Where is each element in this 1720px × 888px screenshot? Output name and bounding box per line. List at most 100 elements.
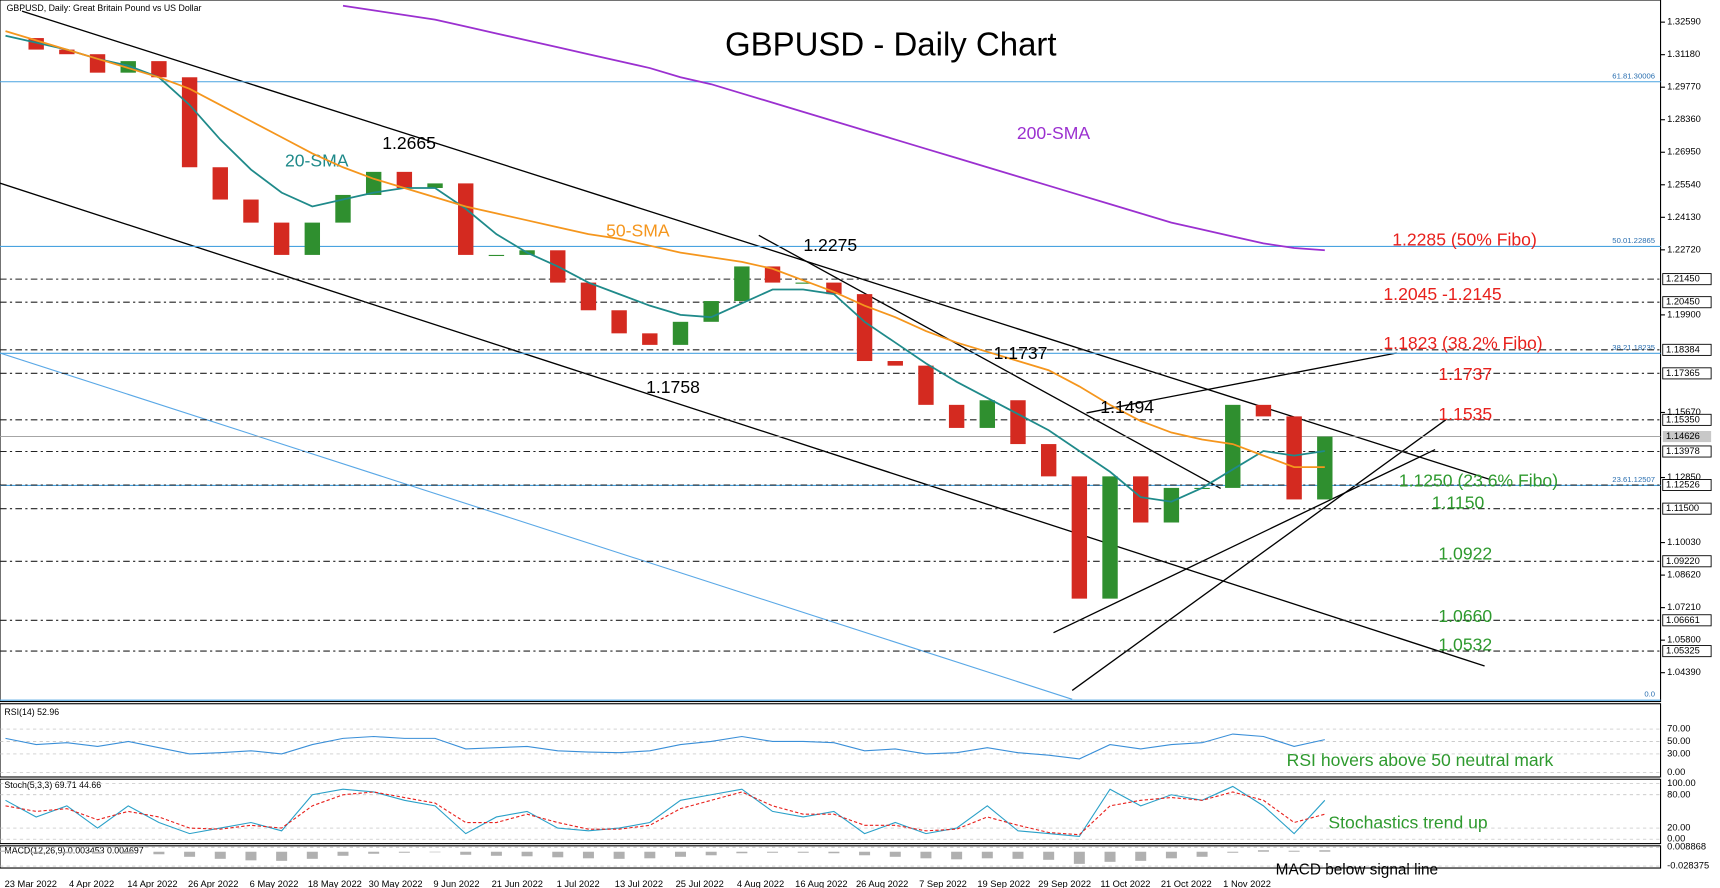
macd-bar <box>674 851 686 857</box>
level-tag-box <box>1662 555 1712 568</box>
sma-line <box>5 30 1325 469</box>
trendline <box>21 10 1491 481</box>
macd-bar <box>521 851 533 857</box>
candle <box>1133 476 1149 523</box>
x-tick-label: 26 Aug 2022 <box>856 878 908 888</box>
macd-bar <box>337 851 349 856</box>
candle <box>427 183 443 189</box>
macd-panel <box>0 845 1662 869</box>
trendline <box>1071 419 1447 691</box>
fibo-label: 38.21.18235 <box>1612 343 1655 352</box>
candle <box>734 266 750 302</box>
level-tag-box <box>1662 614 1712 627</box>
level-tag-box <box>1662 502 1712 515</box>
sma-line <box>342 4 1325 252</box>
macd-bar <box>859 851 871 856</box>
chart-title: GBPUSD - Daily Chart <box>725 26 1057 63</box>
level-tag-box <box>1662 343 1712 356</box>
rsi-note: RSI hovers above 50 neutral mark <box>1287 750 1554 770</box>
macd-bar <box>552 851 564 858</box>
level-tag: 1.09220 <box>1666 555 1700 566</box>
indicator-tick-label: 70.00 <box>1667 723 1690 734</box>
macd-bar <box>0 850 11 852</box>
trendline <box>1086 352 1397 414</box>
macd-bar <box>981 851 993 859</box>
level-tag: 1.06661 <box>1666 614 1700 625</box>
sma-line <box>5 34 1325 503</box>
candle <box>1010 400 1026 445</box>
x-tick-label: 19 Sep 2022 <box>977 878 1030 888</box>
macd-bar <box>1165 851 1177 859</box>
candle <box>151 61 167 78</box>
fibo-label: 50.01.22865 <box>1612 236 1655 245</box>
macd-bar <box>1257 850 1269 852</box>
trendline <box>758 234 1221 489</box>
candle <box>1040 444 1057 477</box>
level-tag: 1.21450 <box>1666 273 1700 284</box>
stoch-d-line <box>5 791 1325 836</box>
candle <box>856 294 873 362</box>
x-tick-label: 7 Sep 2022 <box>919 878 967 888</box>
macd-bar <box>582 851 594 859</box>
candle <box>488 254 505 257</box>
macd-bar <box>1135 851 1147 861</box>
macd-bar <box>398 851 410 853</box>
y-tick-label: 1.26950 <box>1667 146 1701 157</box>
candle <box>181 77 198 168</box>
sma-label: 50-SMA <box>606 221 670 241</box>
macd-bar <box>644 851 656 859</box>
stoch-note: Stochastics trend up <box>1328 812 1487 832</box>
level-tag-box <box>1662 645 1712 658</box>
candle <box>335 194 351 223</box>
level-annotation: 1.1823 (38.2% Fibo) <box>1383 333 1542 353</box>
macd-bar <box>306 851 318 859</box>
level-annotation: 1.0660 <box>1438 606 1492 626</box>
y-tick-label: 1.19900 <box>1667 308 1701 319</box>
y-tick-label: 1.24130 <box>1667 211 1701 222</box>
y-tick-label: 1.22720 <box>1667 243 1701 254</box>
y-tick-label: 1.31180 <box>1667 48 1700 59</box>
price-annotation: 1.2665 <box>382 133 436 153</box>
y-tick-label: 1.29770 <box>1667 81 1701 92</box>
x-tick-label: 4 Aug 2022 <box>737 878 784 888</box>
rsi-line <box>5 733 1325 760</box>
y-tick-label: 1.04390 <box>1667 666 1701 677</box>
x-tick-label: 29 Sep 2022 <box>1038 878 1091 888</box>
indicator-tick-label: 80.00 <box>1667 788 1690 799</box>
macd-bar <box>1012 851 1024 859</box>
macd-bar <box>276 851 288 861</box>
y-tick-label: 1.25540 <box>1667 178 1701 189</box>
level-tag-box <box>1662 296 1712 309</box>
x-tick-label: 14 Apr 2022 <box>127 878 177 888</box>
trendlines <box>0 10 1491 691</box>
level-tag-box <box>1662 413 1712 426</box>
trendline <box>1053 448 1436 634</box>
x-tick-label: 18 May 2022 <box>308 878 362 888</box>
macd-bar <box>122 851 134 854</box>
macd-bar <box>1288 850 1300 852</box>
candle <box>1255 404 1272 417</box>
candle <box>59 49 75 55</box>
y-tick-label: 1.28360 <box>1667 113 1701 124</box>
sma-label: 20-SMA <box>285 151 349 171</box>
candle <box>887 361 903 366</box>
macd-bar <box>1043 851 1055 860</box>
macd-note: MACD below signal line <box>1276 861 1438 878</box>
macd-bar <box>1104 851 1116 862</box>
candle <box>273 222 290 255</box>
level-tag: 1.05325 <box>1666 645 1700 656</box>
macd-bar <box>245 851 257 861</box>
current-price-label: 1.14626 <box>1666 430 1700 441</box>
candle <box>672 321 689 345</box>
price-annotation: 1.1494 <box>1100 397 1154 417</box>
x-tick-label: 9 Jun 2022 <box>433 878 479 888</box>
x-tick-label: 30 May 2022 <box>369 878 423 888</box>
candle <box>642 333 658 345</box>
indicator-tick-label: 0.00 <box>1667 766 1685 777</box>
macd-bar <box>736 851 748 854</box>
y-tick-label: 1.08620 <box>1667 569 1701 580</box>
macd-bar <box>61 851 73 854</box>
macd-bar <box>767 851 779 853</box>
